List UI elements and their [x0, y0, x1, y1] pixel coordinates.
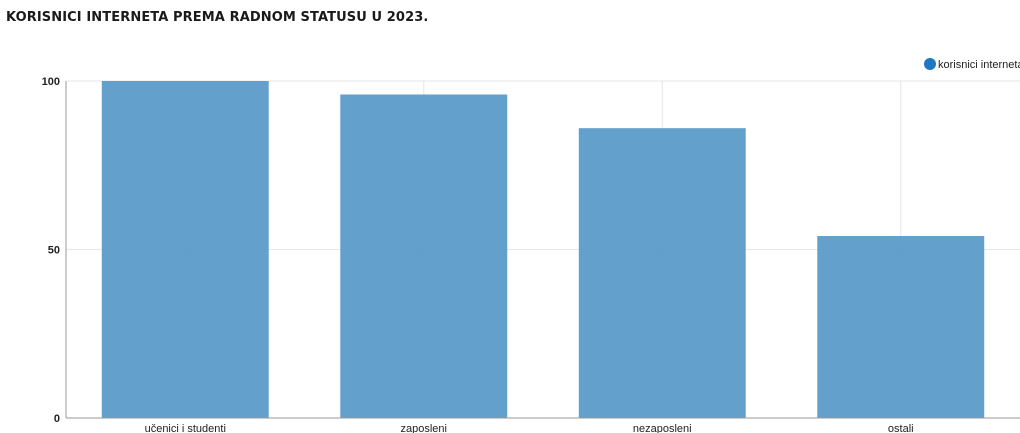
legend-label: korisnici interneta — [938, 59, 1020, 71]
x-category-label: nezaposleni — [633, 423, 692, 433]
x-category-label: ostali — [888, 423, 914, 433]
x-category-label: učenici i studenti — [145, 423, 226, 433]
bar-1[interactable] — [340, 94, 508, 418]
y-tick-label: 50 — [48, 245, 60, 257]
bar-3[interactable] — [817, 236, 985, 418]
legend-marker-icon — [924, 58, 936, 70]
legend[interactable]: korisnici interneta — [924, 58, 1020, 71]
x-category-label: zaposleni — [401, 423, 447, 433]
bar-0[interactable] — [101, 81, 269, 418]
chart-title: KORISNICI INTERNETA PREMA RADNOM STATUSU… — [6, 10, 429, 25]
labels: 0 50 100 učenici i studenti zaposleni nezapos… — [42, 76, 914, 433]
axes — [65, 81, 1020, 419]
y-tick-label: 100 — [42, 76, 60, 88]
y-tick-label: 0 — [54, 413, 60, 425]
bars — [101, 81, 985, 418]
bar-2[interactable] — [578, 128, 746, 418]
